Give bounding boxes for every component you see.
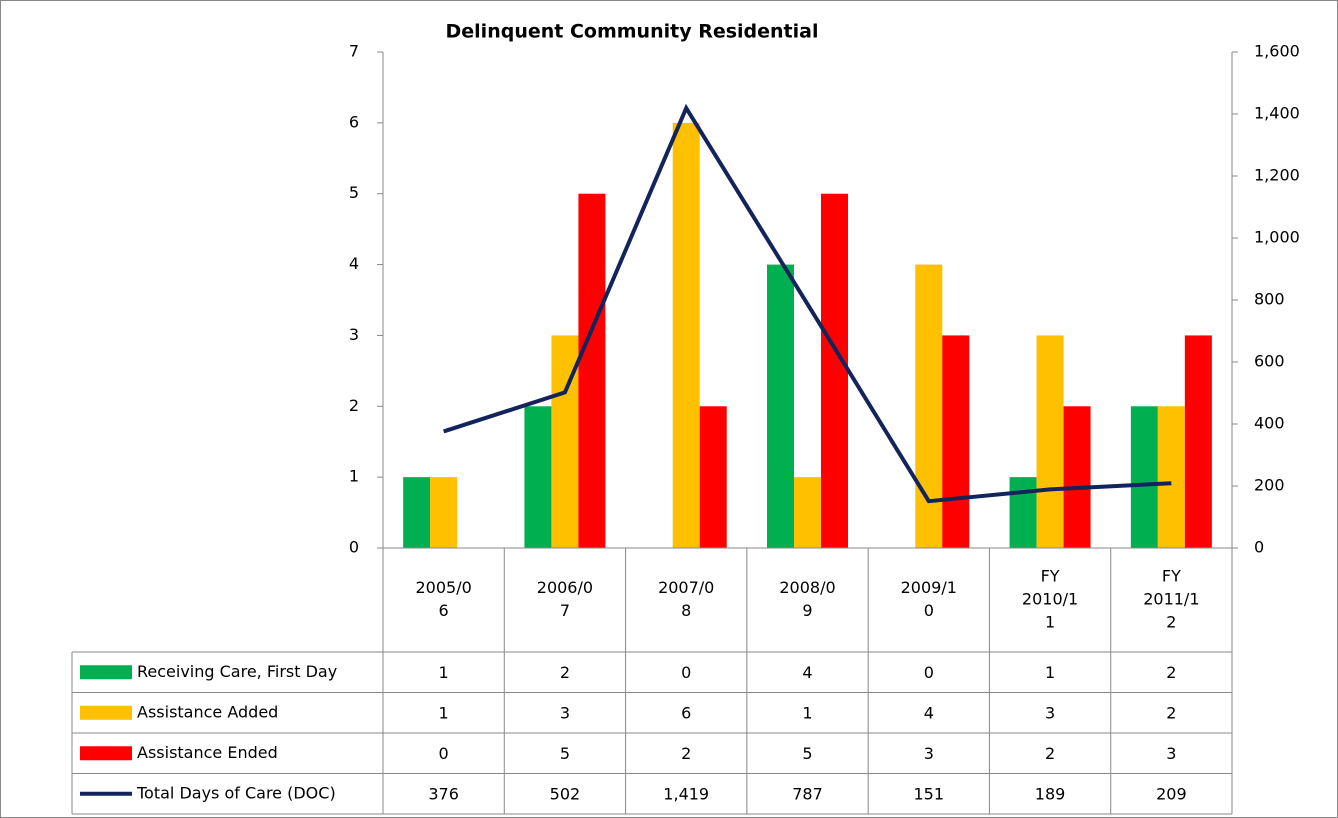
y-tick-label: 6 <box>349 112 359 131</box>
y2-tick-label: 1,400 <box>1254 104 1300 123</box>
table-value: 0 <box>681 663 691 682</box>
table-value: 1 <box>802 703 812 722</box>
table-value: 376 <box>428 784 459 803</box>
table-value: 2 <box>560 663 570 682</box>
y2-tick-label: 1,000 <box>1254 228 1300 247</box>
legend-label: Assistance Ended <box>137 743 278 762</box>
y-tick-label: 2 <box>349 396 359 415</box>
bar <box>672 122 700 548</box>
y-tick-label: 7 <box>349 42 359 61</box>
y2-tick-label: 200 <box>1254 476 1285 495</box>
bar <box>794 477 821 548</box>
y-tick-label: 5 <box>349 183 359 202</box>
table-value: 2 <box>1166 663 1176 682</box>
x-category-label: 9 <box>802 601 812 620</box>
x-category-label: 2008/0 <box>779 578 835 597</box>
y-tick-label: 4 <box>349 254 359 273</box>
bar <box>699 406 727 548</box>
y2-tick-label: 1,200 <box>1254 166 1300 185</box>
table-value: 3 <box>924 744 934 763</box>
y2-tick-label: 800 <box>1254 290 1285 309</box>
bar <box>1184 335 1212 548</box>
x-category-label: 2006/0 <box>537 578 593 597</box>
y2-tick-label: 600 <box>1254 352 1285 371</box>
legend-swatch <box>80 665 132 680</box>
x-category-label: 2010/1 <box>1022 590 1078 609</box>
bar <box>524 406 552 548</box>
table-value: 2 <box>681 744 691 763</box>
table-value: 2 <box>1166 703 1176 722</box>
table-value: 4 <box>924 703 934 722</box>
table-value: 1 <box>439 663 449 682</box>
legend-swatch <box>80 746 132 761</box>
table-value: 6 <box>681 703 691 722</box>
table-value: 1,419 <box>663 784 709 803</box>
table-value: 1 <box>439 703 449 722</box>
bar <box>1063 406 1091 548</box>
line <box>443 103 1172 504</box>
bar <box>1036 335 1064 548</box>
x-category-label: 2009/1 <box>901 578 957 597</box>
x-category-label: FY <box>1162 567 1181 586</box>
y2-tick-label: 0 <box>1254 538 1264 557</box>
table-value: 3 <box>1045 703 1055 722</box>
table-value: 502 <box>550 784 581 803</box>
bar <box>767 264 794 548</box>
table-value: 787 <box>792 784 823 803</box>
table-value: 1 <box>1045 663 1055 682</box>
x-category-label: 6 <box>439 601 449 620</box>
x-category-label: 2011/1 <box>1143 590 1199 609</box>
legend-swatch <box>80 705 132 720</box>
legend-label: Total Days of Care (DOC) <box>136 783 336 802</box>
table-value: 3 <box>1166 744 1176 763</box>
y-tick-label: 0 <box>349 538 359 557</box>
table-value: 189 <box>1035 784 1066 803</box>
x-category-label: 2 <box>1166 613 1176 632</box>
bar <box>578 193 606 548</box>
table-value: 5 <box>802 744 812 763</box>
table-value: 5 <box>560 744 570 763</box>
x-category-label: FY <box>1041 567 1060 586</box>
bar <box>430 477 458 548</box>
y2-tick-label: 1,600 <box>1254 42 1300 61</box>
x-category-label: 8 <box>681 601 691 620</box>
bar <box>942 335 970 548</box>
table-value: 151 <box>914 784 945 803</box>
bar <box>915 264 943 548</box>
y2-tick-label: 400 <box>1254 414 1285 433</box>
table-value: 4 <box>802 663 812 682</box>
y-tick-label: 1 <box>349 467 359 486</box>
x-category-label: 2005/0 <box>415 578 471 597</box>
table-value: 3 <box>560 703 570 722</box>
x-category-label: 0 <box>924 601 934 620</box>
table-value: 209 <box>1156 784 1187 803</box>
table-value: 0 <box>924 663 934 682</box>
bar <box>1157 406 1185 548</box>
table-value: 0 <box>439 744 449 763</box>
x-category-label: 1 <box>1045 613 1055 632</box>
legend-label: Receiving Care, First Day <box>137 662 337 681</box>
bar <box>1130 406 1158 548</box>
x-category-label: 7 <box>560 601 570 620</box>
bar <box>1009 477 1037 548</box>
legend-label: Assistance Added <box>137 702 278 721</box>
y-tick-label: 3 <box>349 325 359 344</box>
table-value: 2 <box>1045 744 1055 763</box>
chart-title: Delinquent Community Residential <box>446 21 819 43</box>
bar <box>403 477 431 548</box>
bar <box>821 193 848 548</box>
x-category-label: 2007/0 <box>658 578 714 597</box>
